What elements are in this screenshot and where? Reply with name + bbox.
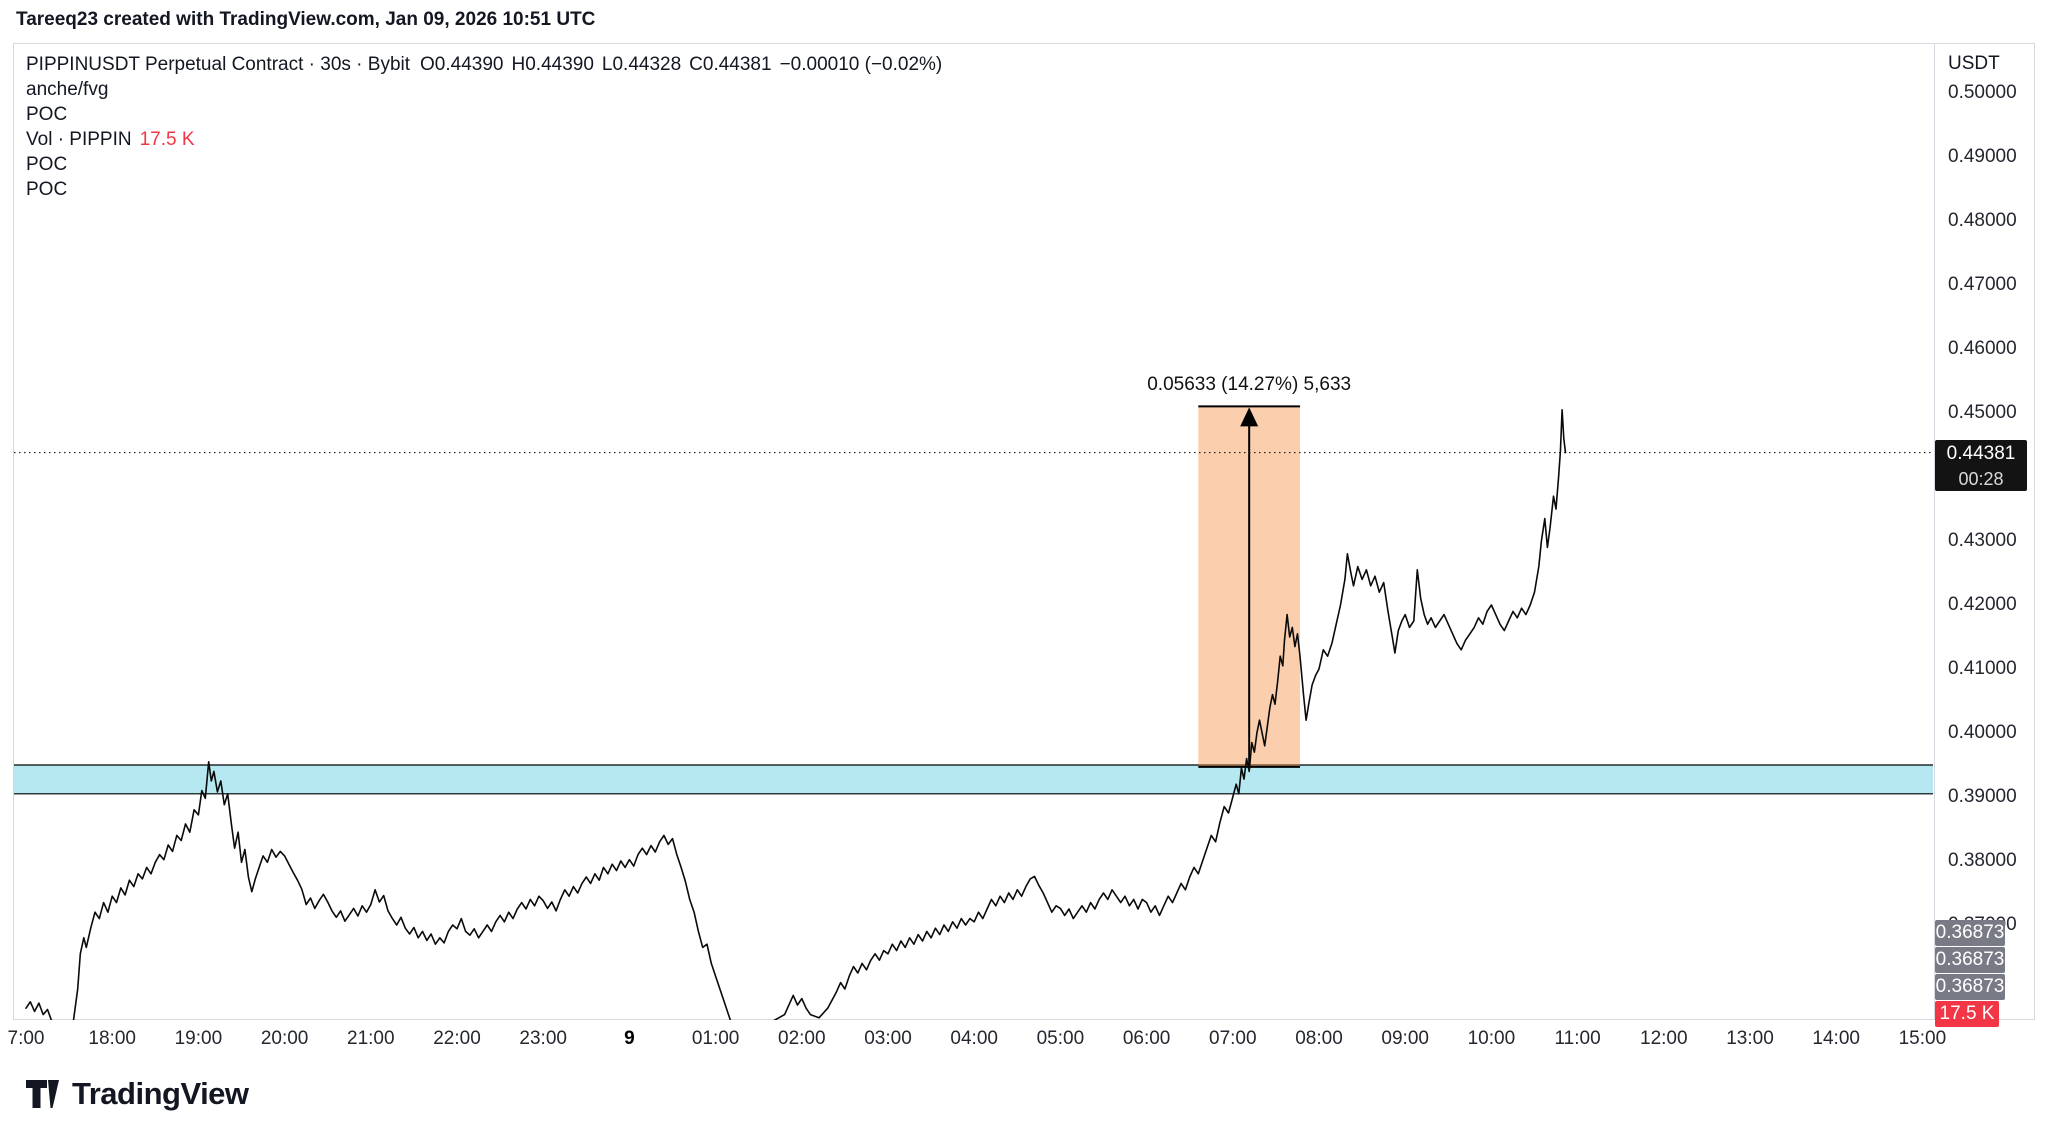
chart-region[interactable]: PIPPINUSDT Perpetual Contract · 30s · By… <box>13 43 1934 1020</box>
time-label: 08:00 <box>1295 1028 1343 1049</box>
legend-indicator-row: Vol · PIPPIN 17.5 K <box>26 127 942 152</box>
legend-indicator-row: POC <box>26 152 942 177</box>
indicator-label: POC <box>26 104 68 125</box>
time-label: 11:00 <box>1554 1028 1601 1049</box>
time-label: 21:00 <box>347 1028 395 1049</box>
time-label: 15:00 <box>1898 1028 1947 1049</box>
attribution-text: Tareeq23 created with TradingView.com, J… <box>16 9 596 30</box>
ohlc-close: C0.44381 <box>689 54 772 75</box>
price-tick: 0.42000 <box>1948 594 2017 615</box>
time-label: 23:00 <box>519 1028 567 1049</box>
level-tag: 0.36873 <box>1935 947 2005 974</box>
volume-value: 17.5 K <box>139 129 195 150</box>
price-tick: 0.47000 <box>1948 274 2017 295</box>
chart-canvas[interactable] <box>13 43 1934 1020</box>
time-label: 9 <box>624 1028 635 1049</box>
currency-label: USDT <box>1948 53 2000 74</box>
time-label: 18:00 <box>88 1028 136 1049</box>
current-price-tag: 0.44381 00:28 <box>1935 439 2027 491</box>
chart-legend: PIPPINUSDT Perpetual Contract · 30s · By… <box>26 52 942 202</box>
time-label: 07:00 <box>1209 1028 1257 1049</box>
volume-tag: 17.5 K <box>1935 1001 1999 1028</box>
indicator-label: POC <box>26 179 68 200</box>
indicator-label: Vol · PIPPIN <box>26 129 132 150</box>
price-tick: 0.49000 <box>1948 146 2017 167</box>
indicator-label: POC <box>26 154 68 175</box>
price-tick: 0.39000 <box>1948 786 2017 807</box>
candle-countdown: 00:28 <box>1958 468 2004 489</box>
indicator-label: anche/fvg <box>26 79 109 100</box>
price-tick: 0.43000 <box>1948 530 2017 551</box>
time-label: 05:00 <box>1036 1028 1085 1049</box>
level-tag: 0.36873 <box>1935 974 2005 1001</box>
tradingview-mark-icon <box>26 1080 59 1108</box>
tradingview-wordmark: TradingView <box>72 1076 249 1111</box>
ohlc-high: H0.44390 <box>511 54 594 75</box>
legend-indicator-row: anche/fvg <box>26 77 942 102</box>
time-label: 19:00 <box>174 1028 223 1049</box>
time-label: 03:00 <box>864 1028 912 1049</box>
tradingview-logo[interactable]: TradingView <box>24 1076 249 1112</box>
time-label: 02:00 <box>778 1028 826 1049</box>
legend-symbol-row: PIPPINUSDT Perpetual Contract · 30s · By… <box>26 52 942 77</box>
price-tick: 0.38000 <box>1948 850 2017 871</box>
axis-separator <box>1934 43 1935 1020</box>
ohlc-open: O0.44390 <box>420 54 504 75</box>
price-tick: 0.48000 <box>1948 210 2017 231</box>
time-label: 13:00 <box>1726 1028 1774 1049</box>
time-label: 20:00 <box>260 1028 309 1049</box>
price-tick: 0.41000 <box>1948 658 2017 679</box>
time-label: 09:00 <box>1381 1028 1429 1049</box>
current-price-value: 0.44381 <box>1946 442 2016 464</box>
time-label: 12:00 <box>1640 1028 1688 1049</box>
price-tick: 0.45000 <box>1948 402 2017 423</box>
price-tick: 0.50000 <box>1948 82 2017 103</box>
time-label: 14:00 <box>1812 1028 1860 1049</box>
time-label: 10:00 <box>1467 1028 1516 1049</box>
time-axis[interactable]: 7:00 18:00 19:00 20:00 21:00 22:00 23:00 9 01:00… <box>8 1022 1947 1056</box>
price-tick: 0.40000 <box>1948 722 2017 743</box>
measure-label: 0.05633 (14.27%) 5,633 <box>1147 374 1352 396</box>
time-label: 01:00 <box>691 1028 740 1049</box>
ohlc-low: L0.44328 <box>601 54 682 75</box>
symbol-title: PIPPINUSDT Perpetual Contract · 30s · By… <box>26 54 411 75</box>
price-axis[interactable]: USDT 0.44381 00:28 0.36873 0.36873 0.368… <box>1934 43 2035 1028</box>
legend-indicator-row: POC <box>26 177 942 202</box>
time-label: 22:00 <box>433 1028 481 1049</box>
ohlc-change: −0.00010 (−0.02%) <box>779 54 943 75</box>
price-tick: 0.46000 <box>1948 338 2017 359</box>
level-tag: 0.36873 <box>1935 920 2005 947</box>
legend-indicator-row: POC <box>26 102 942 127</box>
time-label: 04:00 <box>950 1028 998 1049</box>
time-label: 06:00 <box>1122 1028 1171 1049</box>
time-label: 7:00 <box>7 1028 45 1049</box>
